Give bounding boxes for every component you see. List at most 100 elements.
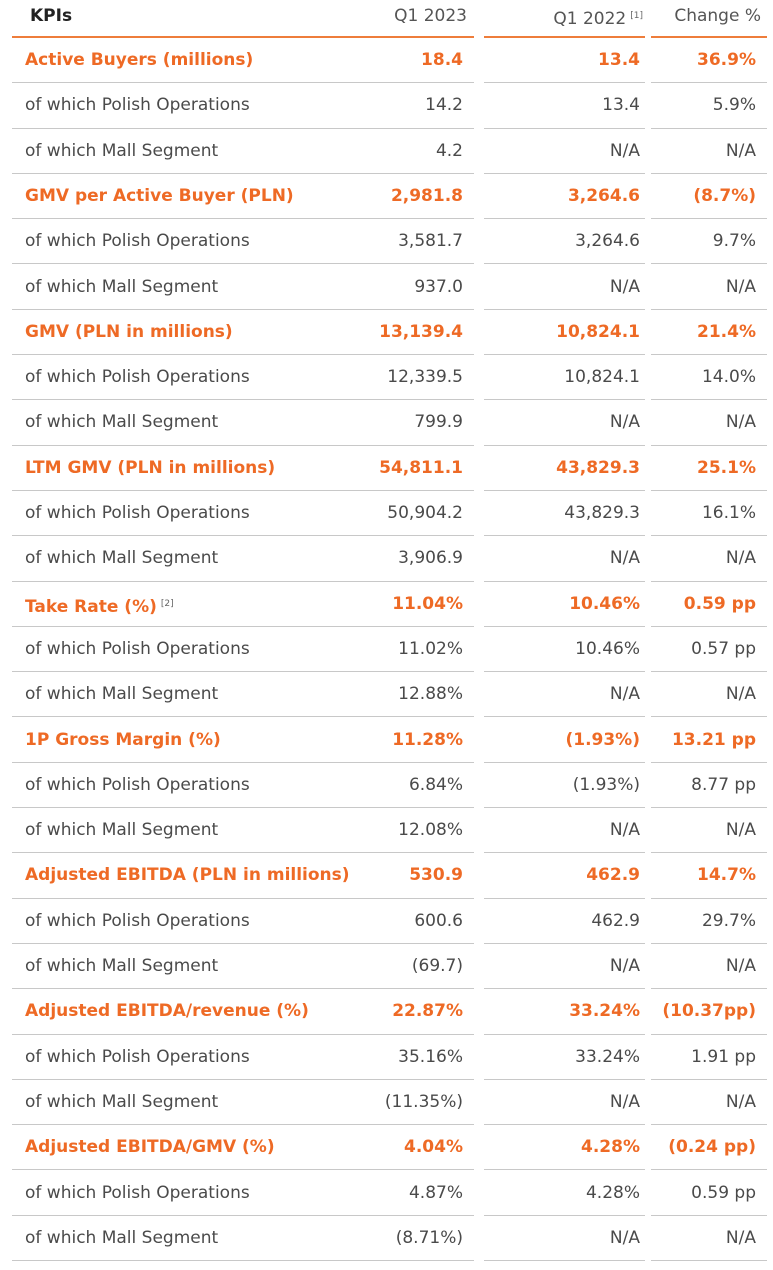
row-label: Active Buyers (millions) bbox=[25, 50, 254, 70]
change-value: 1.91 pp bbox=[651, 1035, 767, 1080]
q1-2022-value: (1.93%) bbox=[484, 763, 645, 809]
change-value: 29.7% bbox=[651, 899, 767, 944]
row-label-cell: of which Polish Operations 14.2 bbox=[12, 83, 474, 129]
q1-2022-value: 13.4 bbox=[484, 38, 645, 84]
change-value: N/A bbox=[651, 1216, 767, 1262]
row-label: of which Mall Segment bbox=[25, 276, 219, 297]
header-kpis-text: KPIs bbox=[30, 6, 73, 26]
row-label-cell: of which Mall Segment 3,906.9 bbox=[12, 536, 474, 582]
q1-2023-value: (69.7) bbox=[411, 956, 463, 976]
q1-2023-value: 12.88% bbox=[398, 684, 463, 705]
change-value: N/A bbox=[651, 672, 767, 718]
q1-2022-value: 43,829.3 bbox=[484, 491, 645, 537]
q1-2022-value: N/A bbox=[484, 400, 645, 446]
change-value: 16.1% bbox=[651, 491, 767, 537]
row-label-cell: Adjusted EBITDA/revenue (%) 22.87% bbox=[12, 989, 474, 1035]
q1-2023-value: 4.04% bbox=[404, 1137, 463, 1158]
row-label: of which Mall Segment bbox=[25, 684, 219, 705]
header-q1-2022: Q1 2022 [1] bbox=[484, 0, 645, 38]
row-label-cell: LTM GMV (PLN in millions) 54,811.1 bbox=[12, 446, 474, 491]
q1-2023-value: 54,811.1 bbox=[379, 457, 463, 478]
row-label: of which Mall Segment bbox=[25, 1227, 219, 1248]
row-label-cell: of which Mall Segment (8.71%) bbox=[12, 1216, 474, 1262]
row-label-cell: of which Polish Operations 12,339.5 bbox=[12, 355, 474, 401]
q1-2023-value: 4.87% bbox=[408, 1182, 463, 1203]
change-value: N/A bbox=[651, 265, 767, 310]
row-label: of which Mall Segment bbox=[25, 412, 219, 433]
row-label: of which Mall Segment bbox=[25, 1091, 219, 1112]
q1-2022-value: 13.4 bbox=[484, 83, 645, 129]
q1-2023-value: 3,906.9 bbox=[398, 548, 463, 569]
q1-2023-value: 530.9 bbox=[409, 865, 463, 886]
row-label: of which Polish Operations bbox=[25, 95, 250, 116]
q1-2022-value: 462.9 bbox=[484, 899, 645, 944]
row-label-cell: of which Mall Segment 937.0 bbox=[12, 265, 474, 310]
change-value: N/A bbox=[651, 1080, 767, 1126]
row-label: GMV (PLN in millions) bbox=[25, 321, 233, 342]
q1-2022-value: 33.24% bbox=[484, 1035, 645, 1080]
change-value: N/A bbox=[651, 808, 767, 854]
row-label-cell: of which Mall Segment (69.7) bbox=[12, 944, 474, 990]
row-label: GMV per Active Buyer (PLN) bbox=[25, 185, 294, 206]
q1-2022-value: 3,264.6 bbox=[484, 174, 645, 220]
change-value: N/A bbox=[651, 400, 767, 446]
header-note: [1] bbox=[630, 11, 643, 21]
q1-2023-value: 3,581.7 bbox=[398, 231, 463, 252]
row-label-cell: Active Buyers (millions) 18.4 bbox=[12, 38, 474, 84]
q1-2022-value: 4.28% bbox=[484, 1125, 645, 1171]
change-value: 0.59 pp bbox=[651, 1171, 767, 1216]
q1-2022-value: N/A bbox=[484, 265, 645, 310]
row-label: of which Mall Segment bbox=[25, 548, 219, 569]
header-change: Change % bbox=[651, 0, 767, 38]
q1-2023-value: 600.6 bbox=[414, 910, 463, 931]
q1-2023-value: (8.71%) bbox=[395, 1227, 463, 1248]
q1-2023-value: 937.0 bbox=[414, 276, 463, 297]
row-label-cell: of which Polish Operations 50,904.2 bbox=[12, 491, 474, 537]
q1-2022-value: 10,824.1 bbox=[484, 310, 645, 356]
q1-2022-value: N/A bbox=[484, 1216, 645, 1262]
q1-2022-value: 10.46% bbox=[484, 627, 645, 673]
row-label: LTM GMV (PLN in millions) bbox=[25, 457, 276, 478]
row-label-cell: GMV per Active Buyer (PLN) 2,981.8 bbox=[12, 174, 474, 220]
change-value: 13.21 pp bbox=[651, 718, 767, 763]
row-label: of which Polish Operations bbox=[25, 503, 250, 523]
row-label: of which Mall Segment bbox=[25, 956, 219, 976]
row-label: 1P Gross Margin (%) bbox=[25, 729, 221, 750]
q1-2023-value: 14.2 bbox=[425, 95, 463, 116]
row-label-cell: of which Mall Segment 12.08% bbox=[12, 808, 474, 854]
q1-2022-value: N/A bbox=[484, 1080, 645, 1126]
row-label: Adjusted EBITDA/GMV (%) bbox=[25, 1137, 275, 1158]
q1-2023-value: 50,904.2 bbox=[387, 503, 463, 523]
q1-2022-value: N/A bbox=[484, 129, 645, 174]
q1-2022-value: (1.93%) bbox=[484, 718, 645, 763]
change-value: 14.0% bbox=[651, 355, 767, 401]
q1-2022-value: 462.9 bbox=[484, 853, 645, 899]
q1-2023-value: 2,981.8 bbox=[390, 185, 463, 206]
row-label: of which Polish Operations bbox=[25, 367, 250, 388]
q1-2022-value: N/A bbox=[484, 808, 645, 854]
header-q1-2022-text: Q1 2022 bbox=[553, 9, 627, 29]
change-value: 8.77 pp bbox=[651, 763, 767, 809]
q1-2023-value: 4.2 bbox=[435, 140, 463, 161]
q1-2023-value: 13,139.4 bbox=[379, 321, 463, 342]
q1-2023-value: 799.9 bbox=[414, 412, 463, 433]
row-label-cell: 1P Gross Margin (%) 11.28% bbox=[12, 718, 474, 763]
q1-2022-value: 33.24% bbox=[484, 989, 645, 1035]
row-label: Adjusted EBITDA/revenue (%) bbox=[25, 1001, 309, 1022]
q1-2023-value: 11.28% bbox=[392, 729, 463, 750]
row-label-cell: of which Polish Operations 600.6 bbox=[12, 899, 474, 944]
row-label: of which Polish Operations bbox=[25, 638, 250, 659]
q1-2023-value: 6.84% bbox=[408, 774, 463, 795]
change-value: 0.57 pp bbox=[651, 627, 767, 673]
row-label-cell: of which Mall Segment (11.35%) bbox=[12, 1080, 474, 1126]
change-value: N/A bbox=[651, 129, 767, 174]
change-value: 9.7% bbox=[651, 219, 767, 265]
change-value: N/A bbox=[651, 536, 767, 582]
q1-2023-value: 22.87% bbox=[392, 1001, 463, 1022]
change-value: (8.7%) bbox=[651, 174, 767, 220]
q1-2022-value: N/A bbox=[484, 944, 645, 990]
change-value: 5.9% bbox=[651, 83, 767, 129]
header-q1-2023: Q1 2023 bbox=[394, 6, 467, 26]
change-value: 36.9% bbox=[651, 38, 767, 84]
